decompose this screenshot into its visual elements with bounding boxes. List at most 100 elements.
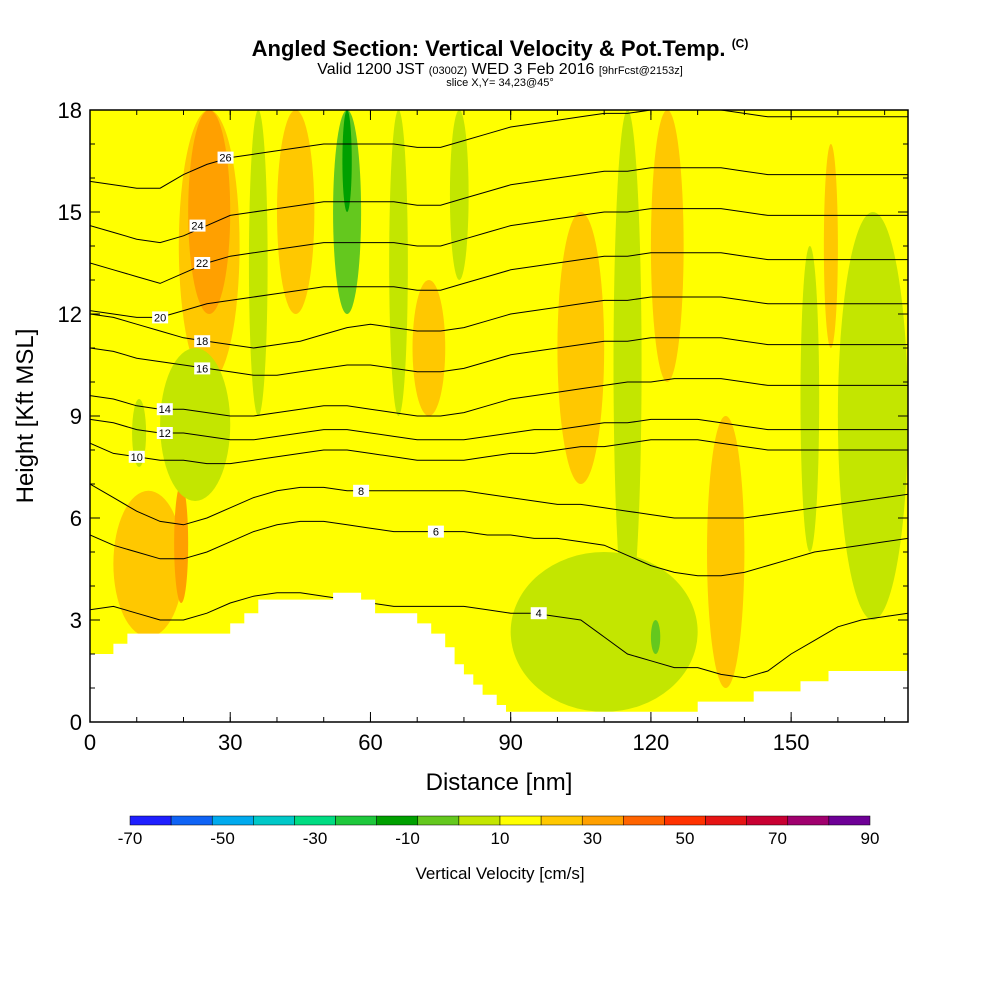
colorbar-segment	[581, 815, 624, 826]
isentrope-label: 4	[536, 608, 542, 620]
isentrope-label: 16	[196, 363, 208, 375]
x-tick-label: 0	[84, 730, 96, 755]
velocity-region	[613, 110, 642, 620]
y-tick-label: 6	[70, 506, 82, 531]
velocity-region	[160, 348, 231, 501]
y-tick-label: 0	[70, 710, 82, 735]
velocity-region	[823, 144, 838, 348]
isentrope-label: 8	[358, 486, 364, 498]
isentrope-line	[90, 252, 908, 318]
velocity-region	[800, 246, 820, 552]
isentrope-line	[90, 296, 908, 349]
valid-date: WED 3 Feb 2016	[471, 61, 595, 78]
velocity-region	[174, 484, 189, 603]
isentrope-line	[90, 483, 908, 526]
colorbar-segment	[623, 815, 665, 826]
isentrope-label-bg	[194, 362, 211, 375]
velocity-region	[650, 620, 661, 654]
colorbar-segment	[664, 815, 706, 826]
colorbar-tick-label: -10	[395, 829, 420, 848]
colorbar-tick-label: 70	[768, 829, 787, 848]
velocity-region	[650, 110, 684, 382]
colorbar-segment	[458, 815, 501, 826]
isentrope-line	[90, 208, 908, 284]
valid-time: Valid 1200 JST	[317, 61, 425, 78]
isentrope-label-bg	[128, 450, 145, 463]
isentrope-label: 18	[196, 336, 208, 348]
isentrope-line	[90, 520, 908, 577]
x-axis-label: Distance [nm]	[426, 769, 573, 796]
isentrope-label: 6	[433, 527, 439, 539]
isentrope-label-bg	[156, 403, 173, 416]
isentrope-label-bg	[194, 335, 211, 348]
isentrope-line	[90, 418, 908, 441]
chart-title: Angled Section: Vertical Velocity & Pot.…	[0, 36, 1000, 62]
isentrope-label: 26	[219, 153, 231, 165]
colorbar-segment	[828, 815, 871, 826]
colorbar-tick-label: -70	[118, 829, 143, 848]
velocity-region	[342, 110, 352, 212]
colorbar-tick-label: 50	[676, 829, 695, 848]
colorbar-tick-label: 90	[861, 829, 880, 848]
colorbar-segment	[540, 815, 583, 826]
title-text: Angled Section: Vertical Velocity & Pot.…	[251, 36, 726, 61]
colorbar-segment	[335, 815, 377, 826]
x-tick-label: 120	[633, 730, 670, 755]
colorbar-tick-label: -50	[210, 829, 235, 848]
x-tick-label: 60	[358, 730, 382, 755]
isentrope-label-bg	[194, 257, 211, 269]
title-unit: (C)	[731, 36, 749, 51]
colorbar-title: Vertical Velocity [cm/s]	[415, 864, 585, 883]
velocity-region	[412, 280, 446, 416]
isentrope-line	[90, 337, 908, 376]
colorbar-segment	[129, 815, 172, 826]
forecast-info: [9hrFcst@2153z]	[598, 65, 683, 77]
velocity-region	[557, 212, 605, 484]
isentrope-label-bg	[217, 151, 234, 164]
velocity-region	[276, 110, 315, 314]
y-tick-label: 3	[70, 608, 82, 633]
colorbar-segment	[417, 815, 460, 826]
velocity-region	[510, 552, 698, 712]
y-tick-label: 15	[58, 200, 82, 225]
isentrope-label-bg	[427, 525, 444, 538]
y-tick-label: 12	[58, 302, 82, 327]
colorbar-segment	[787, 815, 830, 826]
velocity-region	[837, 212, 908, 620]
isentrope-label: 24	[191, 221, 203, 233]
isentrope-line	[90, 439, 908, 465]
colorbar-segment	[211, 815, 254, 826]
isentrope-label-bg	[189, 219, 206, 232]
velocity-region	[389, 110, 408, 416]
velocity-region	[132, 399, 147, 467]
isentrope-label: 10	[131, 452, 143, 464]
slice-info: slice X,Y= 34,23@45°	[446, 77, 554, 89]
velocity-region	[113, 490, 184, 637]
isentrope-label-bg	[530, 607, 547, 620]
velocity-region	[248, 110, 268, 416]
isentrope-line	[90, 378, 908, 417]
x-tick-label: 90	[498, 730, 522, 755]
colorbar-tick-label: -30	[303, 829, 328, 848]
colorbar-segment	[294, 815, 336, 826]
isentrope-label-bg	[353, 484, 370, 497]
colorbar-tick-label: 10	[491, 829, 510, 848]
velocity-region	[449, 110, 469, 280]
colorbar-segment	[170, 815, 213, 826]
isentrope-label: 22	[196, 258, 208, 270]
colorbar-tick-label: 30	[583, 829, 602, 848]
utc-time: (0300Z)	[428, 65, 468, 77]
colorbar-segment	[253, 815, 295, 826]
isentrope-label: 14	[159, 404, 171, 416]
colorbar-segment	[705, 815, 747, 826]
isentrope-line	[90, 592, 908, 679]
x-tick-label: 150	[773, 730, 810, 755]
y-tick-label: 18	[58, 98, 82, 123]
y-tick-label: 9	[70, 404, 82, 429]
isentrope-label: 20	[154, 312, 166, 324]
isentrope-line	[90, 167, 908, 244]
colorbar-segment	[746, 815, 789, 826]
y-axis-label: Height [Kft MSL]	[12, 329, 39, 504]
isentrope-label: 12	[159, 428, 171, 440]
